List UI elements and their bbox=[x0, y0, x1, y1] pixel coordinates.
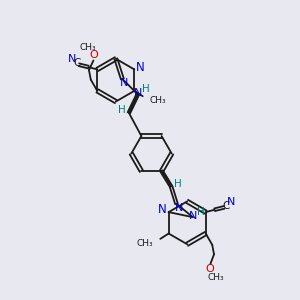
Text: H: H bbox=[142, 84, 150, 94]
Text: N: N bbox=[134, 88, 142, 98]
Text: H: H bbox=[174, 179, 182, 189]
Text: CH₃: CH₃ bbox=[208, 273, 224, 282]
Text: N: N bbox=[120, 78, 128, 88]
Text: CH₃: CH₃ bbox=[80, 43, 96, 52]
Text: H: H bbox=[197, 207, 205, 217]
Text: N: N bbox=[68, 54, 76, 64]
Text: H: H bbox=[118, 106, 126, 116]
Text: O: O bbox=[90, 50, 98, 61]
Text: N: N bbox=[189, 211, 197, 221]
Text: C: C bbox=[74, 58, 81, 68]
Text: N: N bbox=[175, 202, 184, 213]
Text: O: O bbox=[206, 264, 214, 274]
Text: N: N bbox=[158, 203, 167, 216]
Text: CH₃: CH₃ bbox=[150, 96, 166, 105]
Text: C: C bbox=[222, 201, 229, 211]
Text: N: N bbox=[226, 197, 235, 207]
Text: N: N bbox=[136, 61, 145, 74]
Text: CH₃: CH₃ bbox=[136, 238, 153, 247]
